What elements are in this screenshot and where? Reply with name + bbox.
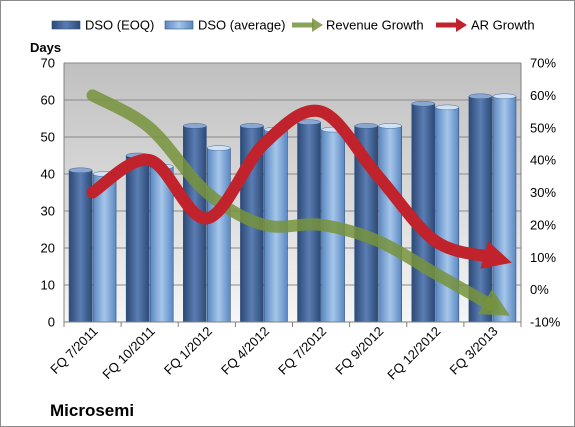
bar-top (68, 167, 93, 174)
y-tick-label: 30 (41, 204, 55, 219)
revenue-growth-line (86, 89, 510, 316)
bar (149, 166, 174, 323)
bar (125, 155, 150, 323)
bar (378, 125, 402, 323)
bar (492, 96, 517, 323)
bar-top (183, 123, 207, 129)
legend-label: DSO (EOQ) (85, 18, 154, 33)
y-axis-right-ticks: -10% 0% 10% 20% 30% 40% 50% 60% 70% (530, 56, 561, 330)
y2-tick-label: 30% (530, 185, 556, 200)
y-axis-left-ticks: 0 10 20 30 40 50 60 70 (41, 56, 55, 330)
bar-group (492, 93, 517, 323)
bar-top (435, 104, 460, 111)
bar-top (354, 123, 378, 129)
y-tick-label: 70 (41, 56, 55, 71)
legend-arrow (312, 18, 323, 32)
bar-top (240, 123, 264, 129)
bar-top (468, 93, 493, 100)
y2-tick-label: 20% (530, 217, 556, 232)
bar-top (378, 123, 402, 129)
bar-group (207, 145, 231, 323)
bar-group (378, 123, 402, 323)
ar-growth-line (86, 104, 512, 269)
y-tick-label: 20 (41, 241, 55, 256)
legend: DSO (EOQ) DSO (average) Revenue Growth AR G… (51, 18, 535, 33)
bar-top (411, 100, 436, 107)
y-tick-label: 0 (48, 315, 55, 330)
y-tick-label: 60 (41, 93, 55, 108)
y2-tick-label: 0% (530, 282, 549, 297)
company-name: Microsemi (50, 401, 134, 420)
y2-tick-label: 50% (530, 120, 556, 135)
y2-tick-label: 40% (530, 153, 556, 168)
y2-tick-label: 70% (530, 56, 556, 71)
y-axis-title: Days (30, 40, 61, 55)
y2-tick-label: -10% (530, 315, 561, 330)
legend-label: AR Growth (471, 18, 535, 33)
legend-label: Revenue Growth (326, 18, 424, 33)
legend-label: DSO (average) (198, 18, 285, 33)
bar-top (492, 93, 517, 100)
axes (63, 63, 522, 327)
bar-group (125, 152, 150, 323)
legend-arrow (456, 18, 467, 32)
y-tick-label: 40 (41, 167, 55, 182)
y2-tick-label: 60% (530, 88, 556, 103)
bar-group (411, 100, 436, 323)
legend-swatch (51, 20, 81, 30)
bar (207, 147, 231, 323)
y-tick-label: 10 (41, 278, 55, 293)
legend-swatch (164, 20, 194, 30)
bar-top (207, 145, 231, 151)
y-tick-label: 50 (41, 130, 55, 145)
growth-lines (86, 89, 512, 316)
y2-tick-label: 10% (530, 250, 556, 265)
bar-group (68, 167, 93, 323)
